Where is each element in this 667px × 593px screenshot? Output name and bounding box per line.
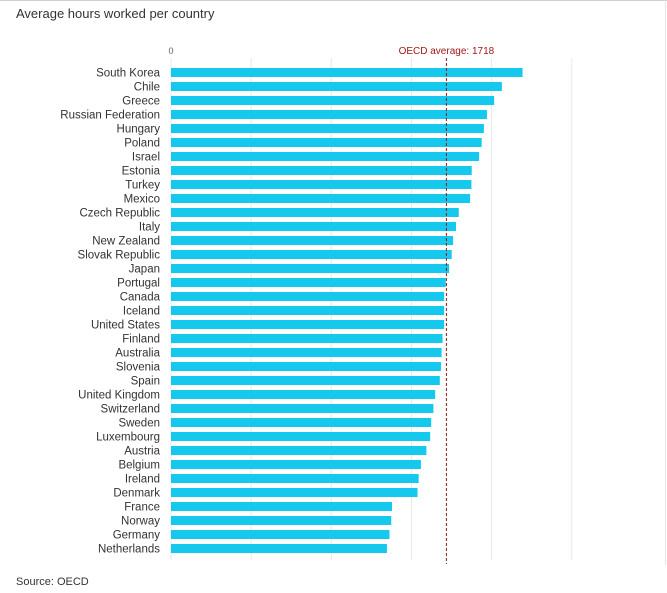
category-label: United States — [91, 320, 160, 332]
bar — [171, 516, 392, 525]
category-label: Sweden — [118, 418, 160, 430]
bar — [171, 96, 495, 105]
category-label: Spain — [131, 376, 160, 388]
bar — [171, 208, 459, 217]
bar — [171, 166, 472, 175]
top-rule — [0, 0, 667, 1]
bar — [171, 544, 387, 553]
source-note: Source: OECD — [16, 576, 89, 588]
category-label: Netherlands — [98, 544, 160, 556]
category-label: Portugal — [117, 278, 160, 290]
category-label: Norway — [121, 516, 160, 528]
category-label: France — [124, 502, 160, 514]
bar — [171, 530, 390, 539]
bar — [171, 348, 442, 357]
bar — [171, 194, 471, 203]
category-label: Canada — [120, 292, 161, 304]
category-labels: South Korea Chile Greece Russian Federation… — [60, 68, 160, 556]
bar — [171, 376, 440, 385]
category-label: Australia — [115, 348, 160, 360]
category-label: Finland — [122, 334, 160, 346]
bar — [171, 446, 427, 455]
x-tick-labels: 0 — [168, 46, 173, 56]
category-label: Iceland — [123, 306, 160, 318]
category-label: Greece — [122, 96, 160, 108]
bar — [171, 180, 472, 189]
bar — [171, 488, 418, 497]
bar — [171, 502, 393, 511]
category-label: Chile — [134, 82, 160, 94]
bar — [171, 152, 480, 161]
category-label: Japan — [129, 264, 160, 276]
category-label: South Korea — [96, 68, 161, 80]
right-rule — [665, 0, 666, 565]
category-label: Mexico — [124, 194, 160, 206]
bars — [171, 68, 523, 553]
category-label: Hungary — [117, 124, 161, 136]
chart-title: Average hours worked per country — [16, 6, 215, 21]
category-label: Russian Federation — [60, 110, 160, 122]
bar — [171, 320, 445, 329]
category-label: Estonia — [122, 166, 161, 178]
bar — [171, 292, 445, 301]
category-label: Italy — [139, 222, 160, 234]
average-label: OECD average: 1718 — [399, 46, 495, 57]
category-label: Poland — [124, 138, 160, 150]
category-label: Austria — [124, 446, 160, 458]
bar — [171, 222, 457, 231]
bar — [171, 334, 443, 343]
bar — [171, 474, 419, 483]
bar — [171, 404, 434, 413]
average-line-group: OECD average: 1718 — [399, 46, 495, 564]
bar — [171, 390, 436, 399]
category-label: New Zealand — [92, 236, 160, 248]
bar — [171, 82, 502, 91]
bar — [171, 306, 445, 315]
bar — [171, 124, 484, 133]
category-label: Slovak Republic — [78, 250, 161, 262]
category-label: Slovenia — [116, 362, 161, 374]
bar — [171, 460, 421, 469]
bar — [171, 110, 487, 119]
bar — [171, 432, 431, 441]
bar — [171, 418, 432, 427]
bar — [171, 362, 441, 371]
bar — [171, 236, 454, 245]
bar — [171, 264, 450, 273]
category-label: Turkey — [125, 180, 160, 192]
bar — [171, 250, 452, 259]
category-label: United Kingdom — [78, 390, 160, 402]
bar — [171, 138, 482, 147]
bar — [171, 278, 446, 287]
category-label: Denmark — [113, 488, 160, 500]
category-label: Belgium — [118, 460, 160, 472]
category-label: Ireland — [125, 474, 160, 486]
bar — [171, 68, 523, 77]
category-label: Luxembourg — [96, 432, 160, 444]
category-label: Czech Republic — [79, 208, 160, 220]
x-tick-label: 0 — [168, 46, 173, 56]
category-label: Switzerland — [101, 404, 160, 416]
category-label: Germany — [113, 530, 161, 542]
category-label: Israel — [132, 152, 160, 164]
